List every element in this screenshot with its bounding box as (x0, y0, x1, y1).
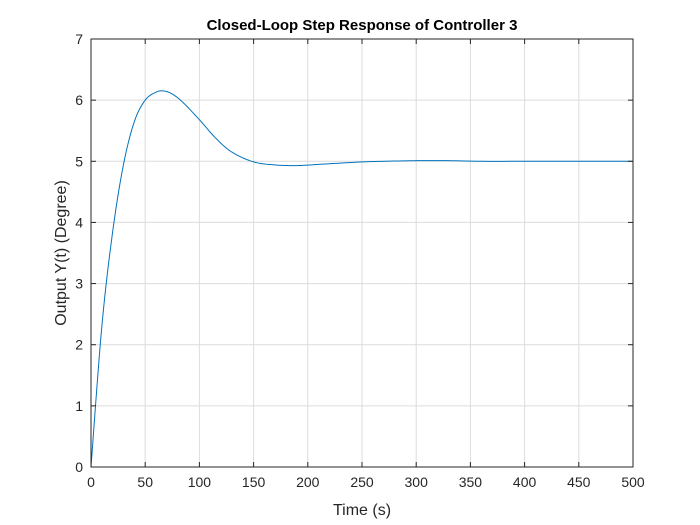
y-tick-label: 1 (75, 398, 83, 414)
x-tick-label: 200 (296, 474, 320, 490)
x-tick-label: 350 (459, 474, 483, 490)
y-tick-label: 0 (75, 459, 83, 475)
series-line (90, 90, 633, 468)
grid (91, 39, 633, 467)
y-axis-label: Output Y(t) (Degree) (53, 180, 70, 326)
x-tick-label: 0 (87, 474, 95, 490)
y-tick-label: 3 (75, 276, 83, 292)
y-tick-label: 5 (75, 153, 83, 169)
x-tick-label: 500 (621, 474, 645, 490)
x-tick-label: 50 (137, 474, 153, 490)
x-tick-label: 450 (567, 474, 591, 490)
x-tick-label: 250 (350, 474, 374, 490)
x-axis-label: Time (s) (333, 502, 391, 519)
x-tick-label: 150 (242, 474, 266, 490)
ticks: 0 50 100 150 200 250 300 350 400 450 500 0 1 2 3 4 5 6 7 (75, 31, 645, 490)
y-tick-label: 4 (75, 214, 83, 230)
chart-title: Closed-Loop Step Response of Controller … (207, 17, 518, 34)
x-tick-label: 400 (513, 474, 537, 490)
y-tick-label: 7 (75, 31, 83, 47)
x-tick-label: 100 (188, 474, 212, 490)
y-tick-label: 6 (75, 92, 83, 108)
y-tick-label: 2 (75, 337, 83, 353)
x-tick-label: 300 (405, 474, 429, 490)
